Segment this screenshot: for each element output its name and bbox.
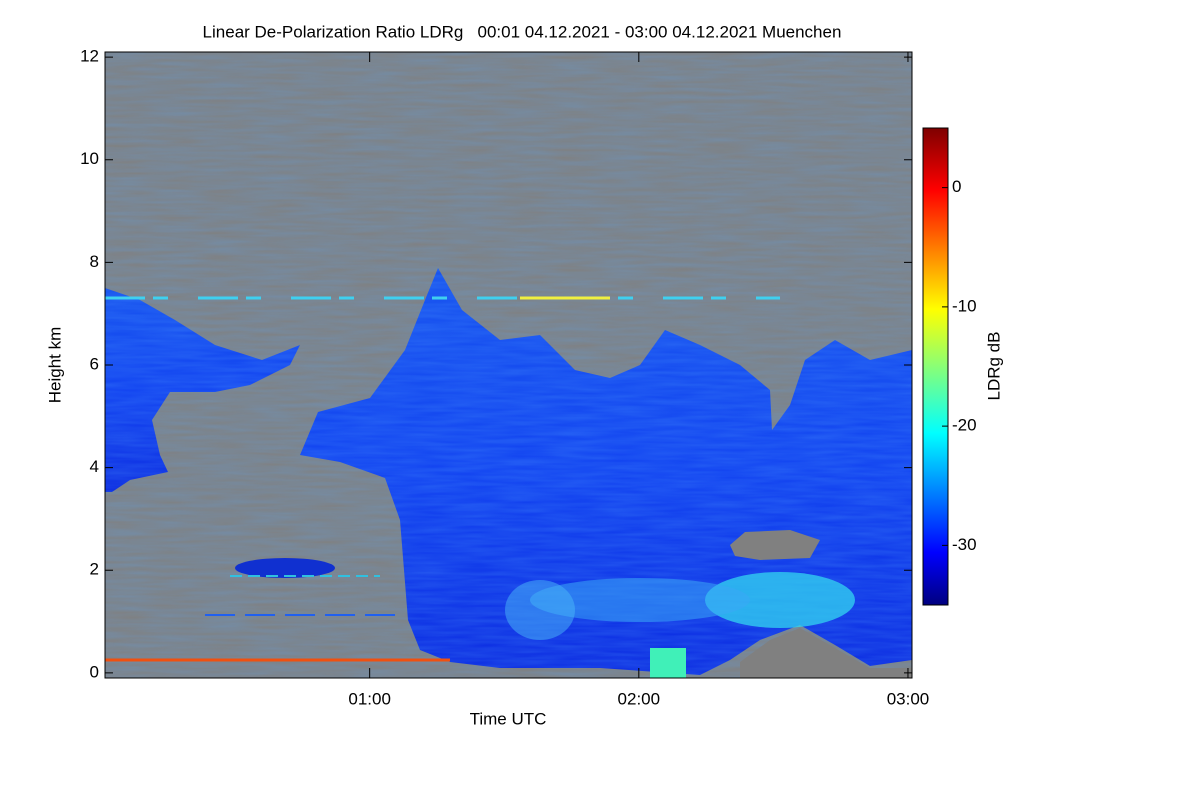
x-tick-label: 01:00: [348, 689, 391, 708]
y-axis-label: Height km: [45, 327, 64, 404]
gray-foot: [740, 628, 912, 678]
thin-layer: [235, 558, 335, 578]
colorbar-tick-label: -30: [952, 535, 977, 554]
x-axis-label: Time UTC: [470, 709, 547, 728]
mid-ldr-layer: [530, 578, 750, 622]
mid-ldr-patch: [505, 580, 575, 640]
x-tick-label: 02:00: [618, 689, 661, 708]
high-ldr-layer: [705, 572, 855, 628]
colorbar-tick-label: -10: [952, 296, 977, 315]
y-tick-label: 10: [80, 149, 99, 168]
colorbar: [922, 127, 949, 606]
gray-gap: [730, 530, 820, 560]
heatmap: [105, 52, 912, 678]
x-tick-label: 03:00: [887, 689, 930, 708]
colorbar-tick-label: -20: [952, 416, 977, 435]
chart-title: Linear De-Polarization Ratio LDRg 00:01 …: [203, 22, 842, 41]
y-tick-label: 6: [90, 354, 99, 373]
y-tick-label: 0: [90, 662, 99, 681]
y-tick-label: 2: [90, 560, 99, 579]
surface-patch: [650, 648, 686, 678]
y-tick-label: 12: [80, 47, 99, 66]
y-tick-label: 4: [90, 457, 99, 476]
y-tick-label: 8: [90, 252, 99, 271]
colorbar-tick-label: 0: [952, 177, 961, 196]
colorbar-label: LDRg dB: [984, 332, 1003, 401]
